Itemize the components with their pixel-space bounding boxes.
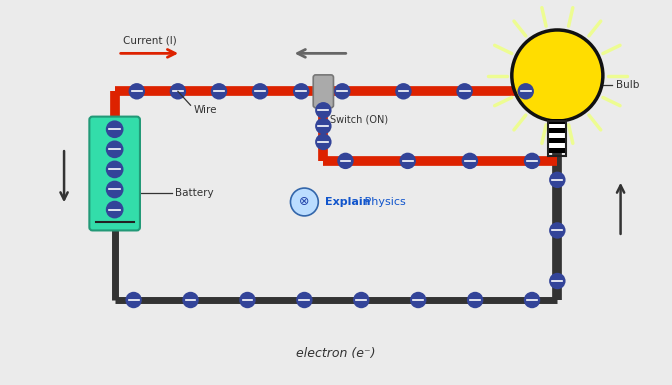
FancyBboxPatch shape <box>548 134 566 139</box>
Text: Bulb: Bulb <box>616 80 639 90</box>
Circle shape <box>410 292 427 308</box>
Circle shape <box>293 83 309 100</box>
Text: Switch (ON): Switch (ON) <box>330 115 388 125</box>
Circle shape <box>106 181 124 198</box>
FancyBboxPatch shape <box>89 117 140 231</box>
FancyBboxPatch shape <box>548 124 566 129</box>
FancyBboxPatch shape <box>548 139 566 143</box>
Circle shape <box>211 83 227 100</box>
FancyBboxPatch shape <box>548 143 566 148</box>
Text: Battery: Battery <box>175 187 214 198</box>
Circle shape <box>353 292 370 308</box>
Circle shape <box>106 201 124 218</box>
Text: Explain: Explain <box>325 197 370 207</box>
Circle shape <box>456 83 473 100</box>
Circle shape <box>524 292 540 308</box>
FancyBboxPatch shape <box>548 148 566 153</box>
FancyBboxPatch shape <box>548 119 566 124</box>
Circle shape <box>315 102 331 119</box>
Circle shape <box>549 222 566 239</box>
Text: ⊗: ⊗ <box>299 196 310 209</box>
Circle shape <box>462 153 478 169</box>
Circle shape <box>315 134 331 150</box>
Circle shape <box>252 83 268 100</box>
Circle shape <box>315 118 331 134</box>
Text: Wire: Wire <box>194 105 217 115</box>
Text: Current (I): Current (I) <box>122 36 176 46</box>
Circle shape <box>467 292 483 308</box>
Circle shape <box>126 292 142 308</box>
Circle shape <box>337 153 353 169</box>
Circle shape <box>128 83 145 100</box>
Circle shape <box>395 83 412 100</box>
Circle shape <box>182 292 199 308</box>
Circle shape <box>517 83 534 100</box>
Circle shape <box>549 273 566 289</box>
Text: electron (e⁻): electron (e⁻) <box>296 347 376 360</box>
Circle shape <box>106 141 124 158</box>
Circle shape <box>524 153 540 169</box>
Circle shape <box>106 121 124 138</box>
Circle shape <box>296 292 312 308</box>
Circle shape <box>512 30 603 121</box>
Circle shape <box>334 83 351 100</box>
Circle shape <box>169 83 186 100</box>
Circle shape <box>239 292 255 308</box>
FancyBboxPatch shape <box>548 129 566 134</box>
Circle shape <box>290 188 319 216</box>
Circle shape <box>106 161 124 178</box>
Text: Physics: Physics <box>361 197 405 207</box>
Circle shape <box>549 172 566 188</box>
FancyBboxPatch shape <box>313 75 333 108</box>
Circle shape <box>399 153 416 169</box>
